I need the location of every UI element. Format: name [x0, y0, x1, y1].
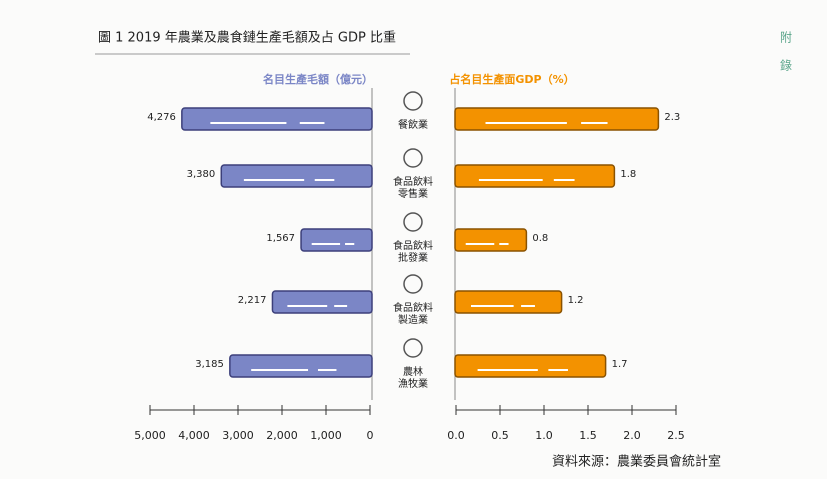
category-icon	[403, 212, 423, 232]
category-label: 農林 漁牧業	[398, 367, 428, 390]
x-tick-label: 2,000	[266, 429, 298, 442]
bar	[300, 228, 373, 252]
bar	[454, 354, 607, 378]
x-tick-label: 0.0	[447, 429, 465, 442]
category-icon	[403, 148, 423, 168]
category-label: 食品飲料 零售業	[393, 177, 433, 200]
value-label: 1,567	[266, 233, 295, 244]
chart-title: 圖 1 2019 年農業及農食鏈生產毛額及占 GDP 比重	[98, 30, 396, 46]
bar	[454, 107, 660, 131]
x-tick-label: 1,000	[310, 429, 342, 442]
x-tick-label: 2.0	[623, 429, 641, 442]
bar	[454, 290, 563, 314]
x-tick-label: 5,000	[134, 429, 166, 442]
value-label: 0.8	[532, 233, 548, 244]
value-label: 4,276	[147, 112, 176, 123]
x-tick-label: 1.0	[535, 429, 553, 442]
category-label: 食品飲料 製造業	[393, 303, 433, 326]
value-label: 2,217	[238, 295, 267, 306]
value-label: 3,185	[195, 359, 224, 370]
value-label: 1.7	[612, 359, 628, 370]
source: 資料來源：農業委員會統計室	[552, 454, 721, 470]
series-title: 名目生產毛額（億元）	[263, 72, 373, 86]
category-label: 食品飲料 批發業	[393, 241, 433, 264]
bar	[181, 107, 373, 131]
x-tick-label: 2.5	[667, 429, 685, 442]
x-tick-label: 4,000	[178, 429, 210, 442]
category-label: 餐飲業	[398, 120, 428, 131]
bar	[229, 354, 373, 378]
x-tick-label: 0	[367, 429, 374, 442]
series-title: 占名目生產面GDP（%）	[449, 72, 574, 86]
x-tick-label: 1.5	[579, 429, 597, 442]
category-icon	[403, 91, 423, 111]
x-tick-label: 0.5	[491, 429, 509, 442]
bar	[454, 228, 528, 252]
value-label: 2.3	[664, 112, 680, 123]
category-icon	[403, 338, 423, 358]
value-label: 1.8	[620, 169, 636, 180]
bar	[220, 164, 373, 188]
category-icon	[403, 274, 423, 294]
value-label: 3,380	[187, 169, 216, 180]
side-mark: 附	[780, 31, 792, 45]
x-tick-label: 3,000	[222, 429, 254, 442]
bar	[271, 290, 373, 314]
bar	[454, 164, 616, 188]
side-mark: 錄	[780, 58, 792, 73]
value-label: 1.2	[568, 295, 584, 306]
